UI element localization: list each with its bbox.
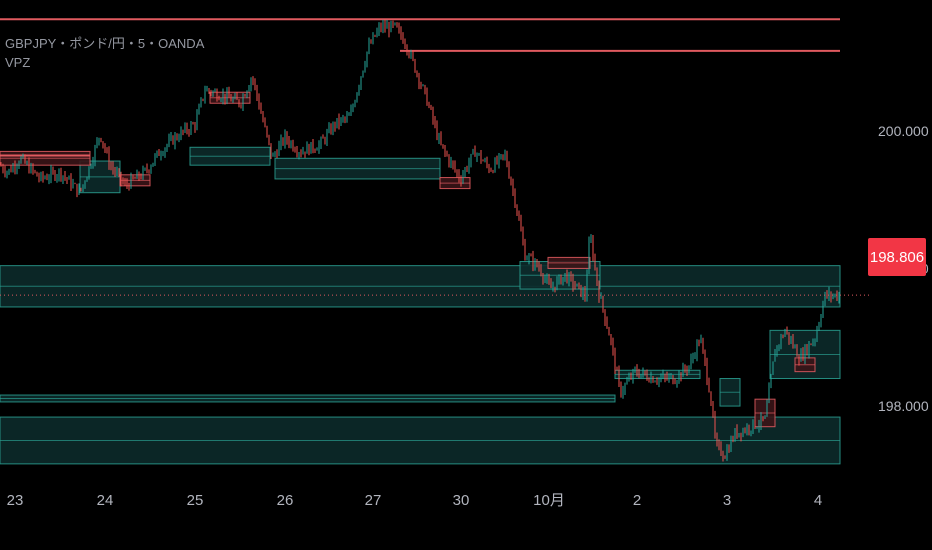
x-tick-label: 27 (365, 492, 382, 509)
x-tick-label: 25 (187, 492, 204, 509)
x-tick-label: 3 (723, 492, 731, 509)
last-price-badge: 198.806 (868, 238, 926, 276)
indicator-title[interactable]: VPZ (5, 55, 31, 70)
x-tick-label: 10月 (533, 492, 565, 509)
symbol-title[interactable]: GBPJPY・ポンド/円・5・OANDA (5, 36, 205, 51)
x-tick-label: 24 (97, 492, 114, 509)
x-tick-label: 30 (453, 492, 470, 509)
price-series (0, 19, 840, 462)
y-tick-label: 198.000 (878, 398, 929, 414)
volume-profile-zones (0, 91, 841, 465)
resistance-lines (0, 18, 840, 157)
x-tick-label: 23 (7, 492, 24, 509)
x-axis: 23 24 25 26 27 30 10月 2 3 4 (7, 492, 823, 509)
y-tick-label: 200.000 (878, 123, 929, 139)
x-tick-label: 26 (277, 492, 294, 509)
x-tick-label: 4 (814, 492, 822, 509)
x-tick-label: 2 (633, 492, 641, 509)
